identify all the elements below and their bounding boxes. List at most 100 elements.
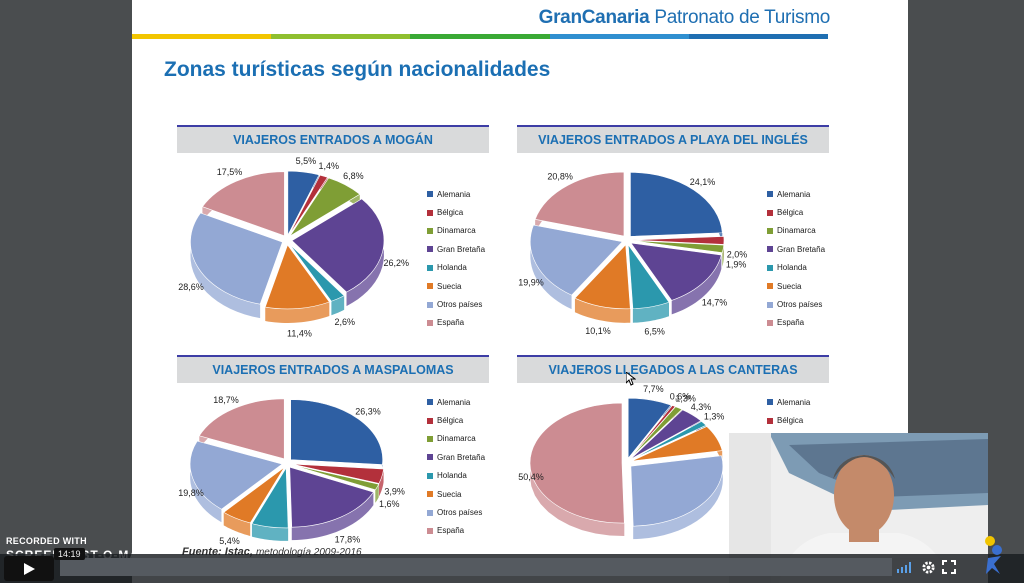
legend-label: Gran Bretaña [437, 244, 486, 254]
pie-chart: 7,7%0,6%1,3%4,3%1,3%50,4% [518, 385, 724, 540]
data-label: 7,7% [643, 385, 664, 394]
brand-logo: GranCanaria Patronato de Turismo [538, 7, 831, 28]
pie-slice-side [671, 255, 722, 315]
data-label: 6,5% [644, 326, 665, 336]
legend-swatch [427, 509, 433, 516]
legend-swatch [427, 227, 433, 234]
data-label: 1,3% [675, 394, 696, 404]
pie-slice-holanda [251, 466, 289, 529]
legend-swatch [427, 246, 433, 253]
legend-entry: Otros países [767, 295, 825, 313]
data-label: 17,5% [217, 167, 243, 177]
pie-slice-side [378, 469, 384, 497]
legend-label: Holanda [777, 263, 807, 273]
data-label: 17,8% [335, 534, 361, 544]
legend-swatch [427, 319, 433, 326]
legend-entry: España [427, 314, 485, 332]
legend-entry: Suecia [427, 277, 485, 295]
stripe-segment [549, 34, 689, 39]
legend-swatch [427, 283, 433, 290]
pie-slice-holanda [289, 244, 345, 302]
pie-slice-alemania [287, 170, 320, 236]
pie-slice-alemania [290, 399, 383, 465]
data-label: 5,4% [219, 536, 240, 545]
legend-swatch [427, 301, 433, 308]
scrub-bar[interactable] [60, 558, 892, 576]
pie-chart: 26,3%3,9%1,6%17,8%6,4%5,4%19,8%18,7% [178, 395, 405, 545]
pie-slice-otros-países [530, 224, 623, 296]
legend-entry: Holanda [767, 259, 825, 277]
stripe-segment [688, 34, 829, 39]
pie-slice-suecia [223, 467, 285, 524]
pie-slice-dinamarca [291, 464, 380, 491]
data-label: 19,9% [518, 277, 544, 287]
pie-slice-side [190, 213, 261, 319]
legend-swatch [767, 209, 773, 216]
legend-label: España [777, 318, 805, 328]
legend-label: Dinamarca [777, 226, 816, 236]
chart-panel-las-canteras: VIAJEROS LLEGADOS A LAS CANTERAS 7,7% 0,6… [517, 355, 829, 545]
legend-entry: Alemania [767, 185, 825, 203]
legend-entry: Bélgica [767, 411, 825, 429]
legend-entry: Dinamarca [427, 430, 485, 448]
legend-entry: Dinamarca [767, 222, 825, 240]
legend-entry: Alemania [427, 185, 485, 203]
pie-slice-otros-países [189, 440, 283, 510]
legend-swatch [767, 319, 773, 326]
pie-slice-alemania [630, 172, 723, 237]
legend-entry: Suecia [767, 277, 825, 295]
accessibility-icon[interactable] [983, 534, 1005, 576]
legend-label: Holanda [437, 471, 467, 481]
mouse-cursor-icon [626, 372, 636, 386]
legend-entry: Otros países [427, 503, 485, 521]
legend-entry: Holanda [427, 259, 485, 277]
data-label: 0,6% [670, 391, 691, 401]
legend-swatch [427, 527, 433, 534]
pie-slice-gran-bretaña [289, 466, 374, 528]
volume-icon[interactable] [896, 560, 914, 574]
data-label: 19,8% [178, 488, 204, 498]
stripe-segment [132, 34, 272, 39]
play-button[interactable] [4, 556, 54, 581]
data-label: 5,5% [296, 156, 317, 166]
data-label: 20,8% [547, 171, 573, 181]
legend-label: Alemania [437, 189, 471, 199]
play-icon [24, 562, 35, 575]
pie-slice-otros-países [630, 455, 724, 527]
chart-legend: Alemania Bélgica Dinamarca Gran Bretaña Hola… [767, 185, 825, 332]
pie-slice-holanda [630, 421, 707, 461]
data-label: 14,7% [702, 297, 728, 307]
legend-label: España [437, 526, 465, 536]
pie-slice-side [265, 301, 330, 323]
data-label: 10,1% [585, 326, 611, 336]
chart-legend: Alemania Bélgica Dinamarca Gran Bretaña Hola… [427, 393, 485, 540]
pie-slice-alemania [627, 397, 672, 459]
legend-entry: Alemania [427, 393, 485, 411]
pie-slice-side [633, 455, 723, 540]
legend-label: Bélgica [777, 416, 804, 426]
legend-label: Suecia [437, 281, 462, 291]
data-label: 11,4% [287, 328, 312, 338]
legend-label: España [437, 318, 465, 328]
legend-label: Gran Bretaña [777, 244, 826, 254]
chart-title: VIAJEROS ENTRADOS A MASPALOMAS [177, 355, 489, 383]
pie-slice-suecia [264, 244, 330, 310]
legend-label: Suecia [777, 281, 802, 291]
legend-entry: España [427, 522, 485, 540]
legend-swatch [767, 264, 773, 271]
pie-slice-gran-bretaña [630, 242, 722, 301]
pie-slice-side [331, 295, 345, 316]
pie-slice-gran-bretaña [630, 409, 702, 460]
slide-title: Zonas turísticas según nacionalidades [164, 58, 551, 81]
fullscreen-icon[interactable] [942, 560, 956, 574]
legend-swatch [427, 435, 433, 442]
legend-entry: Otros países [427, 295, 485, 313]
stripe-segment [410, 34, 550, 39]
settings-icon[interactable] [921, 560, 936, 575]
legend-label: Otros países [437, 508, 483, 518]
legend-swatch [427, 472, 433, 479]
legend-swatch [427, 417, 433, 424]
pie-slice-side [223, 512, 251, 536]
legend-label: Bélgica [437, 208, 464, 218]
data-label: 18,7% [213, 395, 239, 405]
